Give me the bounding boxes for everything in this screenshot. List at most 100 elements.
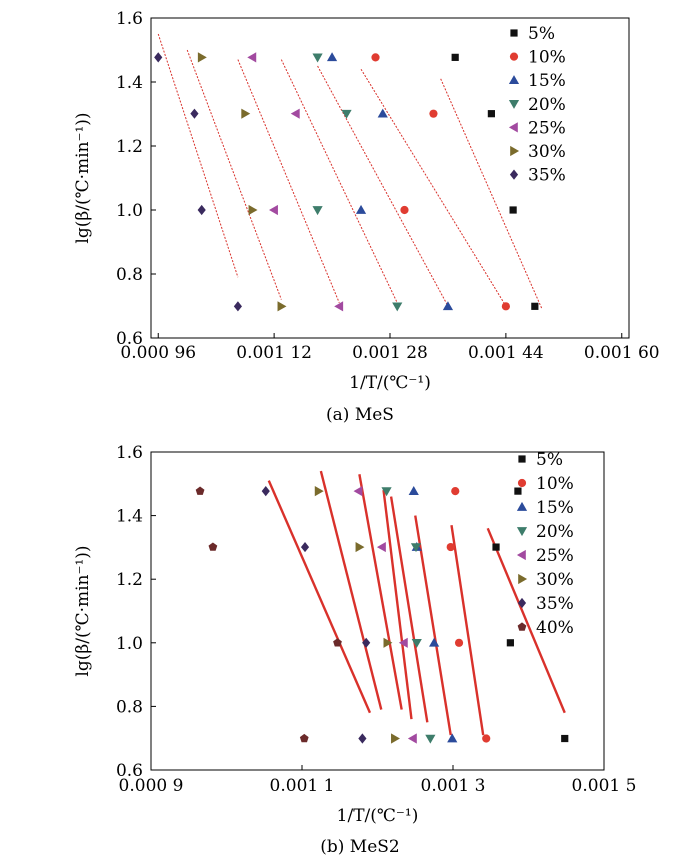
legend-marker xyxy=(517,622,527,631)
legend-label: 20% xyxy=(536,522,574,542)
data-point-30pct xyxy=(383,637,393,648)
data-point-25pct xyxy=(334,301,344,312)
x-tick-label: 0.001 44 xyxy=(468,343,544,363)
data-point-40pct xyxy=(299,733,309,743)
y-tick-label: 1.4 xyxy=(116,73,143,93)
data-point-15pct xyxy=(429,637,440,647)
y-tick-label: 1.0 xyxy=(116,201,143,221)
panel-mes2: 0.000 9 0.001 1 0.001 3 0.001 5 0.6 0.8 1.0 1.2… xyxy=(73,443,636,857)
legend-label: 30% xyxy=(528,142,566,162)
data-point-10pct xyxy=(451,487,460,496)
data-point-35pct xyxy=(300,541,310,553)
data-point-5pct xyxy=(492,543,500,551)
legend-label: 5% xyxy=(528,24,555,44)
data-point-20pct xyxy=(411,638,422,648)
data-point-20pct xyxy=(312,53,323,63)
data-point-40pct xyxy=(195,486,205,495)
legend-marker xyxy=(508,122,518,133)
data-point-35pct xyxy=(261,486,270,497)
legend-label: 35% xyxy=(528,166,566,186)
legend-marker xyxy=(516,549,526,561)
legend-marker xyxy=(508,75,520,85)
fit-line-10pct xyxy=(360,68,507,307)
data-point-20pct xyxy=(341,109,352,119)
data-point-35pct xyxy=(190,108,199,119)
x-tick-label: 0.000 96 xyxy=(120,343,196,363)
data-point-20pct xyxy=(312,206,323,216)
data-point-30pct xyxy=(248,204,258,216)
data-point-5pct xyxy=(487,110,495,118)
legend-marker xyxy=(516,501,528,511)
x-axis-label: 1/T/(℃⁻¹) xyxy=(349,373,431,393)
legend-marker xyxy=(518,573,528,585)
y-tick-label: 0.6 xyxy=(116,329,143,349)
fit-line-30pct xyxy=(358,474,403,710)
legend-label: 15% xyxy=(528,71,566,91)
y-tick-label: 1.2 xyxy=(116,570,143,590)
data-point-10pct xyxy=(446,542,455,552)
legend-marker xyxy=(509,52,519,61)
fit-line-30pct xyxy=(186,49,282,300)
y-axis-label: lg(β/(℃·min⁻¹)) xyxy=(73,545,93,676)
fit-line-10pct xyxy=(450,524,485,736)
x-tick-label: 0.001 3 xyxy=(421,776,486,796)
data-point-5pct xyxy=(514,487,522,495)
data-point-25pct xyxy=(269,204,278,216)
data-point-40pct xyxy=(208,542,218,551)
fit-line-20pct xyxy=(280,59,398,304)
data-point-15pct xyxy=(442,301,454,311)
data-point-25pct xyxy=(353,486,363,497)
data-point-25pct xyxy=(398,637,408,648)
data-point-15pct xyxy=(408,486,419,495)
data-point-25pct xyxy=(290,108,300,119)
data-point-35pct xyxy=(358,733,367,744)
data-point-10pct xyxy=(400,205,409,215)
plot-frame xyxy=(150,451,605,771)
x-tick-label: 0.001 1 xyxy=(270,776,335,796)
legend-marker xyxy=(518,455,526,463)
data-point-20pct xyxy=(381,487,392,497)
legend-marker xyxy=(516,527,528,537)
legend-label: 40% xyxy=(536,618,574,638)
fit-line-15pct xyxy=(317,65,449,307)
data-point-30pct xyxy=(391,733,400,744)
legend-marker xyxy=(510,145,520,157)
y-tick-label: 1.4 xyxy=(116,507,143,527)
data-point-30pct xyxy=(355,541,365,553)
fit-line-25pct xyxy=(382,490,413,720)
data-point-35pct xyxy=(362,637,371,648)
fit-line-35pct xyxy=(157,33,239,278)
y-tick-label: 1.0 xyxy=(116,634,143,654)
y-tick-label: 0.8 xyxy=(116,697,143,717)
y-tick-label: 0.6 xyxy=(116,761,143,781)
legend-marker xyxy=(517,597,527,609)
data-point-10pct xyxy=(429,109,438,118)
panel-caption: (a) MeS xyxy=(326,405,394,425)
data-point-30pct xyxy=(314,486,324,497)
fit-line-40pct xyxy=(267,480,372,714)
fit-line-25pct xyxy=(237,59,340,303)
legend-label: 35% xyxy=(536,594,574,614)
x-tick-label: 0.000 9 xyxy=(119,776,184,796)
y-tick-label: 1.6 xyxy=(116,9,143,29)
fit-line-5pct xyxy=(486,527,566,714)
x-axis-label: 1/T/(℃⁻¹) xyxy=(337,806,419,826)
data-point-5pct xyxy=(509,206,517,214)
x-tick-label: 0.001 60 xyxy=(584,343,660,363)
data-point-40pct xyxy=(333,638,342,647)
x-tick-label: 0.001 5 xyxy=(572,776,637,796)
data-point-35pct xyxy=(233,301,242,312)
data-point-15pct xyxy=(355,204,367,214)
data-point-20pct xyxy=(425,734,436,744)
legend-marker xyxy=(509,169,519,180)
data-point-15pct xyxy=(377,108,388,118)
legend-label: 5% xyxy=(536,450,563,470)
x-tick-label: 0.001 28 xyxy=(352,343,428,363)
data-point-5pct xyxy=(451,53,459,61)
legend-label: 10% xyxy=(528,48,566,68)
data-point-35pct xyxy=(154,52,163,63)
data-point-15pct xyxy=(447,733,458,743)
data-point-5pct xyxy=(531,302,539,310)
data-point-15pct xyxy=(326,52,338,62)
data-point-10pct xyxy=(501,302,510,311)
